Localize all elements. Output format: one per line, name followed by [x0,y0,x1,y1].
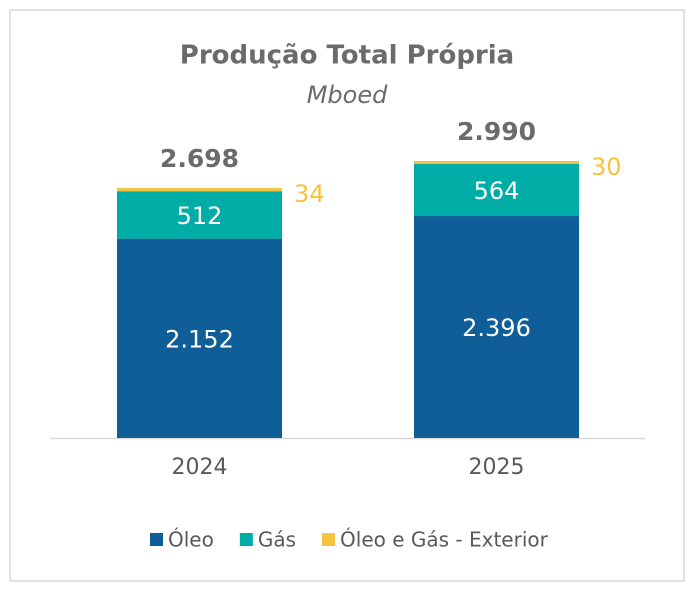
bar-segment [117,191,282,239]
bar-segment [117,188,282,192]
legend-label: Óleo [168,528,214,552]
value-label: 34 [294,180,325,208]
bar-segment [414,163,579,217]
total-label: 2.990 [457,117,536,146]
x-tick-label: 2024 [172,455,228,480]
legend-swatch [239,533,253,546]
legend-swatch [322,533,336,546]
total-label: 2.698 [160,144,239,173]
value-label: 30 [591,153,622,181]
legend-label: Óleo e Gás - Exterior [340,528,549,552]
x-tick-label: 2025 [469,455,525,480]
chart-title: Produção Total Própria [180,41,514,71]
value-label: 2.152 [165,325,234,353]
value-label: 564 [474,177,520,205]
value-label: 512 [177,202,223,230]
legend-label: Gás [258,528,296,552]
legend-swatch [150,533,163,546]
bar-segment [117,238,282,438]
bar-segment [414,216,579,438]
chart-subtitle: Mboed [307,81,388,109]
value-label: 2.396 [462,314,531,342]
bar-segment [414,161,579,164]
